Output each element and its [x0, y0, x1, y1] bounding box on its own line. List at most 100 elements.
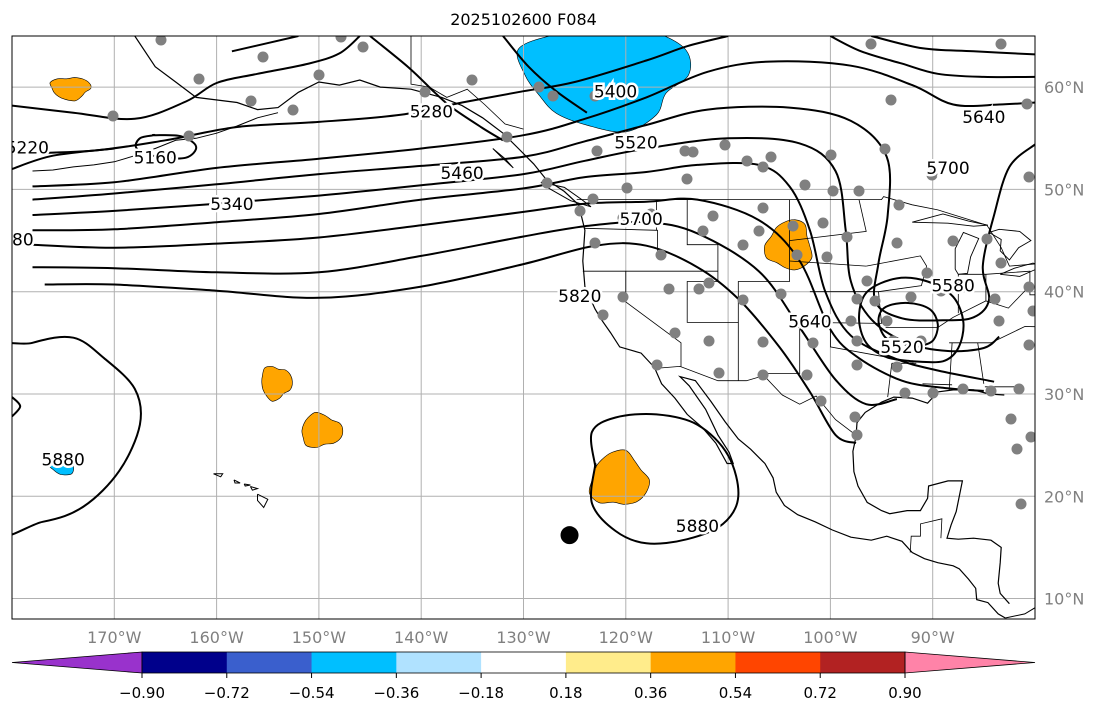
lon-tick-label: 160°W — [189, 628, 244, 647]
station-dot — [1023, 339, 1035, 351]
station-dot — [597, 309, 609, 321]
station-dot — [621, 182, 633, 194]
island-outline — [134, 112, 279, 155]
colorbar-tick-label: −0.54 — [289, 684, 335, 702]
contour-label: 5160 — [134, 149, 177, 169]
height-contour — [32, 136, 1000, 353]
station-dot — [893, 199, 905, 211]
station-dot — [1013, 383, 1025, 395]
contour-label: 5400 — [594, 82, 637, 102]
colorbar-tick-label: 0.72 — [804, 684, 837, 702]
height-contour — [32, 105, 1035, 322]
height-contour — [829, 36, 1035, 79]
contour-label: 5520 — [614, 133, 657, 153]
station-dot — [757, 336, 769, 348]
station-dot — [1023, 281, 1035, 293]
station-dot — [669, 327, 681, 339]
height-contour-closed — [589, 412, 740, 545]
lake-outline — [912, 213, 988, 227]
lake-outline — [1037, 252, 1073, 258]
station-dot — [885, 94, 897, 106]
station-dot — [993, 315, 1005, 327]
station-dot — [815, 395, 827, 407]
contour-label: 5820 — [558, 287, 601, 307]
political-border — [625, 271, 682, 367]
colorbar-tick-label: 0.90 — [888, 684, 921, 702]
island-outline — [257, 493, 269, 509]
colorbar-segment — [142, 652, 228, 673]
station-dot — [926, 169, 938, 181]
station-dot — [357, 41, 369, 53]
lon-tick-label: 110°W — [701, 628, 756, 647]
station-dot — [193, 73, 205, 85]
contour-label: 5700 — [926, 159, 969, 179]
station-dot — [957, 383, 969, 395]
contour-label: 5340 — [210, 195, 253, 215]
station-dot — [713, 367, 725, 379]
station-dot — [787, 220, 799, 232]
station-dot — [915, 335, 927, 347]
station-dot — [1027, 305, 1035, 317]
station-dot — [995, 257, 1007, 269]
map-title: 2025102600 F084 — [450, 10, 597, 29]
contour-label: 5220 — [6, 139, 49, 159]
colorbar-tick-label: −0.18 — [458, 684, 504, 702]
anomaly-region — [301, 411, 344, 448]
station-dot — [775, 288, 787, 300]
station-dot — [853, 185, 865, 197]
station-dot — [335, 36, 347, 43]
station-dot — [851, 335, 863, 347]
island-outline — [243, 483, 251, 487]
colorbar-segment — [481, 652, 567, 673]
station-dot — [697, 225, 709, 237]
coastline — [852, 389, 1010, 605]
height-contour — [12, 147, 115, 170]
colorbar-segment — [226, 652, 313, 673]
colorbar-segment — [820, 652, 906, 673]
station-dot — [737, 239, 749, 251]
contour-label: 5460 — [440, 164, 483, 184]
height-contour — [231, 36, 299, 53]
station-dot — [849, 411, 861, 423]
station-dot — [765, 151, 777, 163]
political-border — [655, 365, 858, 437]
station-dot — [757, 202, 769, 214]
political-border — [686, 199, 790, 323]
station-dot — [879, 143, 891, 155]
station-dot — [865, 38, 877, 50]
island-outline — [540, 181, 592, 208]
island-outline — [1005, 607, 1035, 619]
political-border — [885, 300, 987, 328]
station-dot — [501, 131, 513, 143]
station-dot — [589, 90, 601, 102]
station-dot — [1025, 431, 1035, 443]
lon-tick-label: 140°W — [394, 628, 449, 647]
station-dot — [753, 225, 765, 237]
height-contour — [32, 220, 898, 406]
height-contour-closed — [12, 335, 142, 536]
height-contour — [12, 36, 361, 121]
height-contour — [32, 197, 984, 392]
location-marker — [560, 526, 579, 545]
station-dot — [825, 149, 837, 161]
colorbar-tick-label: 0.18 — [549, 684, 582, 702]
height-contour — [32, 162, 995, 383]
political-border — [985, 274, 1031, 309]
station-dot — [1023, 171, 1035, 183]
height-contour — [502, 36, 588, 114]
station-dot — [995, 38, 1007, 50]
station-dot — [533, 81, 545, 93]
political-border — [922, 383, 953, 386]
station-dot — [881, 315, 893, 327]
lat-tick-label: 50°N — [1044, 180, 1084, 199]
station-dot — [245, 95, 257, 107]
station-dot — [687, 146, 699, 158]
station-dot — [947, 235, 959, 247]
station-dot — [651, 359, 663, 371]
height-contour — [12, 36, 729, 155]
station-dot — [741, 155, 753, 167]
station-dot — [989, 293, 1001, 305]
station-dot — [851, 429, 863, 441]
contour-label: 5640 — [788, 312, 831, 332]
colorbar-max-extension — [904, 651, 1036, 674]
